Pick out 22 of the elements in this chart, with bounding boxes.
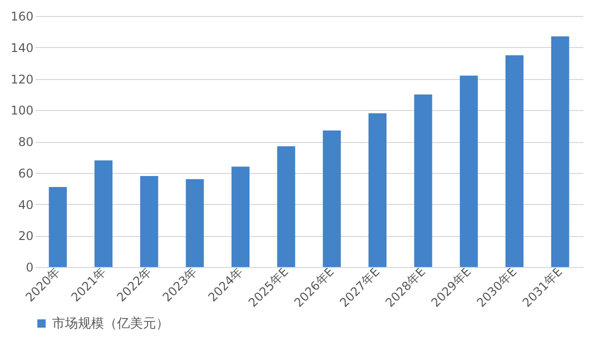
bar [140, 176, 158, 267]
y-tick-label: 20 [18, 229, 34, 244]
bar [368, 113, 386, 267]
y-tick-label: 160 [10, 10, 34, 24]
y-tick-label: 80 [18, 135, 34, 149]
y-tick-label: 120 [10, 72, 34, 86]
y-tick-label: 60 [18, 166, 34, 180]
bar [460, 76, 478, 267]
bar [322, 130, 341, 267]
bar [551, 36, 570, 267]
bar [414, 94, 432, 267]
y-tick-label: 100 [10, 104, 34, 118]
y-tick-label: 140 [10, 40, 34, 55]
legend-label: 市场规模（亿美元） [52, 316, 169, 332]
y-tick-label: 0 [26, 260, 34, 274]
bar [186, 179, 204, 267]
bar [506, 55, 524, 267]
bar [48, 186, 67, 267]
bar [232, 166, 250, 267]
y-tick-label: 40 [18, 198, 34, 212]
bar [94, 160, 112, 267]
bar [277, 146, 296, 267]
